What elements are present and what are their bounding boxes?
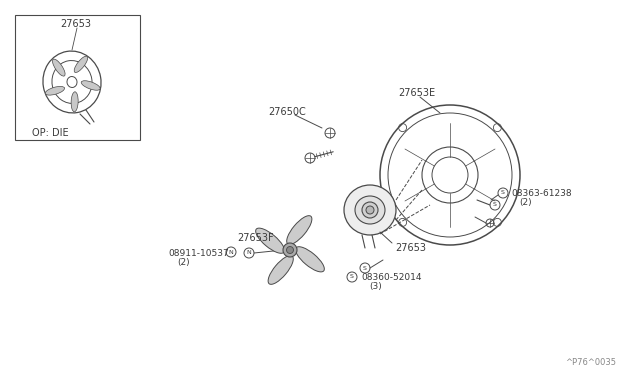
Text: S: S (501, 190, 505, 196)
Text: 27653E: 27653E (398, 88, 435, 98)
Ellipse shape (344, 185, 396, 235)
Text: S: S (363, 266, 367, 270)
Text: (2): (2) (519, 198, 532, 207)
Text: 27653F: 27653F (237, 233, 274, 243)
Text: 08363-61238: 08363-61238 (511, 189, 572, 198)
Text: S: S (350, 275, 354, 279)
Circle shape (366, 206, 374, 214)
Ellipse shape (74, 56, 88, 73)
Text: N: N (246, 250, 252, 256)
Text: OP: DIE: OP: DIE (32, 128, 68, 138)
Text: (3): (3) (369, 282, 381, 291)
Ellipse shape (255, 228, 284, 253)
Ellipse shape (71, 92, 78, 112)
Bar (15, 15, 140, 140)
Text: 27650C: 27650C (268, 107, 306, 117)
Ellipse shape (52, 59, 65, 76)
Text: 08911-10537: 08911-10537 (168, 249, 228, 258)
Text: 27653: 27653 (395, 243, 426, 253)
Ellipse shape (287, 216, 312, 244)
Ellipse shape (45, 86, 65, 95)
Text: N: N (228, 250, 234, 254)
Circle shape (287, 247, 294, 253)
Ellipse shape (355, 196, 385, 224)
Text: 27653: 27653 (60, 19, 91, 29)
Circle shape (362, 202, 378, 218)
Circle shape (283, 243, 297, 257)
Ellipse shape (296, 247, 324, 272)
Text: S: S (493, 202, 497, 208)
Text: 08360-52014: 08360-52014 (361, 273, 422, 282)
Ellipse shape (81, 81, 100, 90)
Text: ^P76^0035: ^P76^0035 (565, 358, 616, 367)
Ellipse shape (268, 256, 293, 284)
Text: (2): (2) (177, 258, 189, 267)
